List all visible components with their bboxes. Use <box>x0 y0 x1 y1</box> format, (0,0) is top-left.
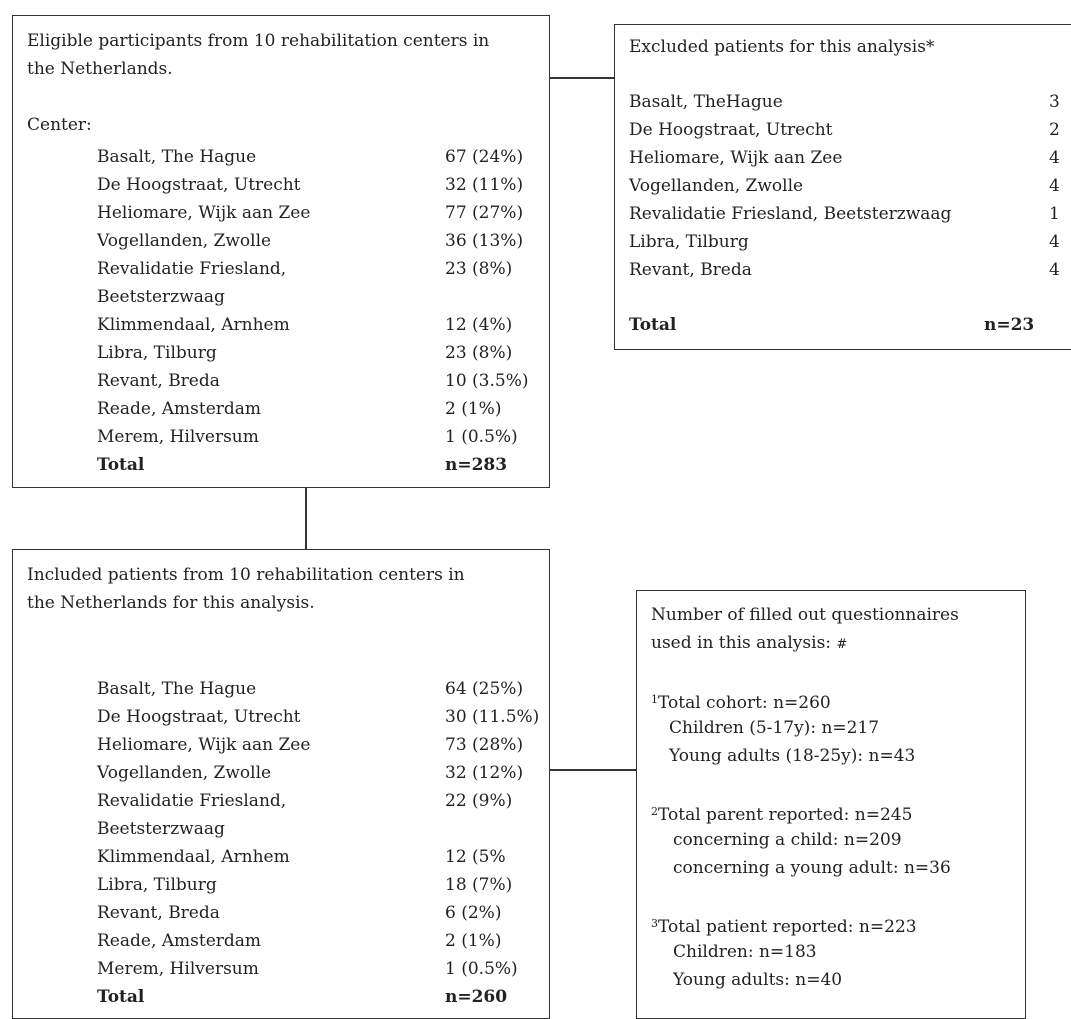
parent-total-text: Total parent reported: n=245 <box>658 805 913 825</box>
excluded-row-value: 1 <box>1049 204 1060 224</box>
cohort-footnote-marker: 1 <box>651 693 658 706</box>
eligible-row-value: 23 (8%) <box>445 259 513 279</box>
excluded-total-label: Total <box>629 315 677 335</box>
eligible-row-name: Basalt, The Hague <box>97 147 257 167</box>
eligible-title-line2: the Netherlands. <box>27 59 173 79</box>
included-row-name: Heliomare, Wijk aan Zee <box>97 735 311 755</box>
eligible-row-value: 67 (24%) <box>445 147 524 167</box>
patient-total: 3Total patient reported: n=223 <box>651 910 917 941</box>
included-row-value: 64 (25%) <box>445 679 524 699</box>
cohort-children: Children (5-17y): n=217 <box>669 718 880 738</box>
patient-footnote-marker: 3 <box>651 917 658 930</box>
cohort-total-text: Total cohort: n=260 <box>658 693 831 713</box>
questionnaires-box <box>636 590 1026 1019</box>
eligible-row-name: Heliomare, Wijk aan Zee <box>97 203 311 223</box>
included-row-name: Reade, Amsterdam <box>97 931 262 951</box>
eligible-row-value: 77 (27%) <box>445 203 524 223</box>
eligible-center-label: Center: <box>27 115 92 135</box>
connector-included-questionnaires <box>550 769 636 771</box>
eligible-row-value: 1 (0.5%) <box>445 427 518 447</box>
excluded-row-value: 4 <box>1049 232 1060 252</box>
included-row-value: 32 (12%) <box>445 763 524 783</box>
eligible-row-value: 2 (1%) <box>445 399 502 419</box>
excluded-title: Excluded patients for this analysis* <box>629 37 935 57</box>
excluded-row-name: Vogellanden, Zwolle <box>629 176 804 196</box>
eligible-row-name: Reade, Amsterdam <box>97 399 262 419</box>
eligible-row-value: 12 (4%) <box>445 315 513 335</box>
eligible-row-value: 23 (8%) <box>445 343 513 363</box>
eligible-row-name-cont: Beetsterzwaag <box>97 287 225 307</box>
included-row-name: Klimmendaal, Arnhem <box>97 847 290 867</box>
included-row-value: 6 (2%) <box>445 903 502 923</box>
excluded-patients-box <box>614 24 1071 350</box>
eligible-row-name: De Hoogstraat, Utrecht <box>97 175 301 195</box>
included-row-name: Libra, Tilburg <box>97 875 217 895</box>
questionnaires-title-mark: # <box>836 637 848 652</box>
eligible-row-value: 32 (11%) <box>445 175 524 195</box>
eligible-row-name: Revant, Breda <box>97 371 220 391</box>
excluded-row-name: Heliomare, Wijk aan Zee <box>629 148 843 168</box>
included-row-name: Merem, Hilversum <box>97 959 259 979</box>
excluded-row-name: Basalt, TheHague <box>629 92 783 112</box>
included-title-line2: the Netherlands for this analysis. <box>27 593 315 613</box>
included-row-name: Revalidatie Friesland, <box>97 791 287 811</box>
included-row-value: 12 (5% <box>445 847 506 867</box>
excluded-row-name: Libra, Tilburg <box>629 232 749 252</box>
included-title-line1: Included patients from 10 rehabilitation… <box>27 565 465 585</box>
excluded-row-name: De Hoogstraat, Utrecht <box>629 120 833 140</box>
parent-total: 2Total parent reported: n=245 <box>651 798 912 829</box>
included-row-name: De Hoogstraat, Utrecht <box>97 707 301 727</box>
excluded-row-value: 4 <box>1049 260 1060 280</box>
excluded-row-value: 3 <box>1049 92 1060 112</box>
included-patients-box <box>12 549 550 1019</box>
excluded-total-value: n=23 <box>984 315 1035 335</box>
patient-young-adults: Young adults: n=40 <box>673 970 843 990</box>
included-total-value: n=260 <box>445 987 508 1007</box>
included-row-value: 30 (11.5%) <box>445 707 540 727</box>
eligible-row-name: Libra, Tilburg <box>97 343 217 363</box>
eligible-row-value: 10 (3.5%) <box>445 371 529 391</box>
questionnaires-title-line2: used in this analysis: # <box>651 629 847 659</box>
patient-total-text: Total patient reported: n=223 <box>658 917 917 937</box>
parent-young-adult: concerning a young adult: n=36 <box>673 858 951 878</box>
eligible-row-name: Revalidatie Friesland, <box>97 259 287 279</box>
connector-eligible-included <box>305 488 307 549</box>
parent-footnote-marker: 2 <box>651 805 658 818</box>
eligible-title-line1: Eligible participants from 10 rehabilita… <box>27 31 490 51</box>
excluded-row-value: 2 <box>1049 120 1060 140</box>
included-row-value: 22 (9%) <box>445 791 513 811</box>
questionnaires-title-line1: Number of filled out questionnaires <box>651 605 959 625</box>
questionnaires-title-text: used in this analysis: <box>651 633 832 653</box>
included-row-name: Basalt, The Hague <box>97 679 257 699</box>
eligible-participants-box <box>12 15 550 488</box>
eligible-total-value: n=283 <box>445 455 508 475</box>
cohort-young-adults: Young adults (18-25y): n=43 <box>669 746 916 766</box>
eligible-row-name: Merem, Hilversum <box>97 427 259 447</box>
included-row-value: 1 (0.5%) <box>445 959 518 979</box>
eligible-total-label: Total <box>97 455 145 475</box>
included-row-value: 73 (28%) <box>445 735 524 755</box>
excluded-row-name: Revant, Breda <box>629 260 752 280</box>
parent-child: concerning a child: n=209 <box>673 830 902 850</box>
included-row-value: 18 (7%) <box>445 875 513 895</box>
cohort-total: 1Total cohort: n=260 <box>651 686 831 717</box>
included-row-name: Revant, Breda <box>97 903 220 923</box>
eligible-row-name: Klimmendaal, Arnhem <box>97 315 290 335</box>
included-row-name-cont: Beetsterzwaag <box>97 819 225 839</box>
eligible-row-value: 36 (13%) <box>445 231 524 251</box>
included-row-value: 2 (1%) <box>445 931 502 951</box>
patient-children: Children: n=183 <box>673 942 817 962</box>
excluded-row-value: 4 <box>1049 176 1060 196</box>
included-row-name: Vogellanden, Zwolle <box>97 763 272 783</box>
included-total-label: Total <box>97 987 145 1007</box>
excluded-row-name: Revalidatie Friesland, Beetsterzwaag <box>629 204 952 224</box>
connector-eligible-excluded <box>550 77 614 79</box>
excluded-row-value: 4 <box>1049 148 1060 168</box>
eligible-row-name: Vogellanden, Zwolle <box>97 231 272 251</box>
